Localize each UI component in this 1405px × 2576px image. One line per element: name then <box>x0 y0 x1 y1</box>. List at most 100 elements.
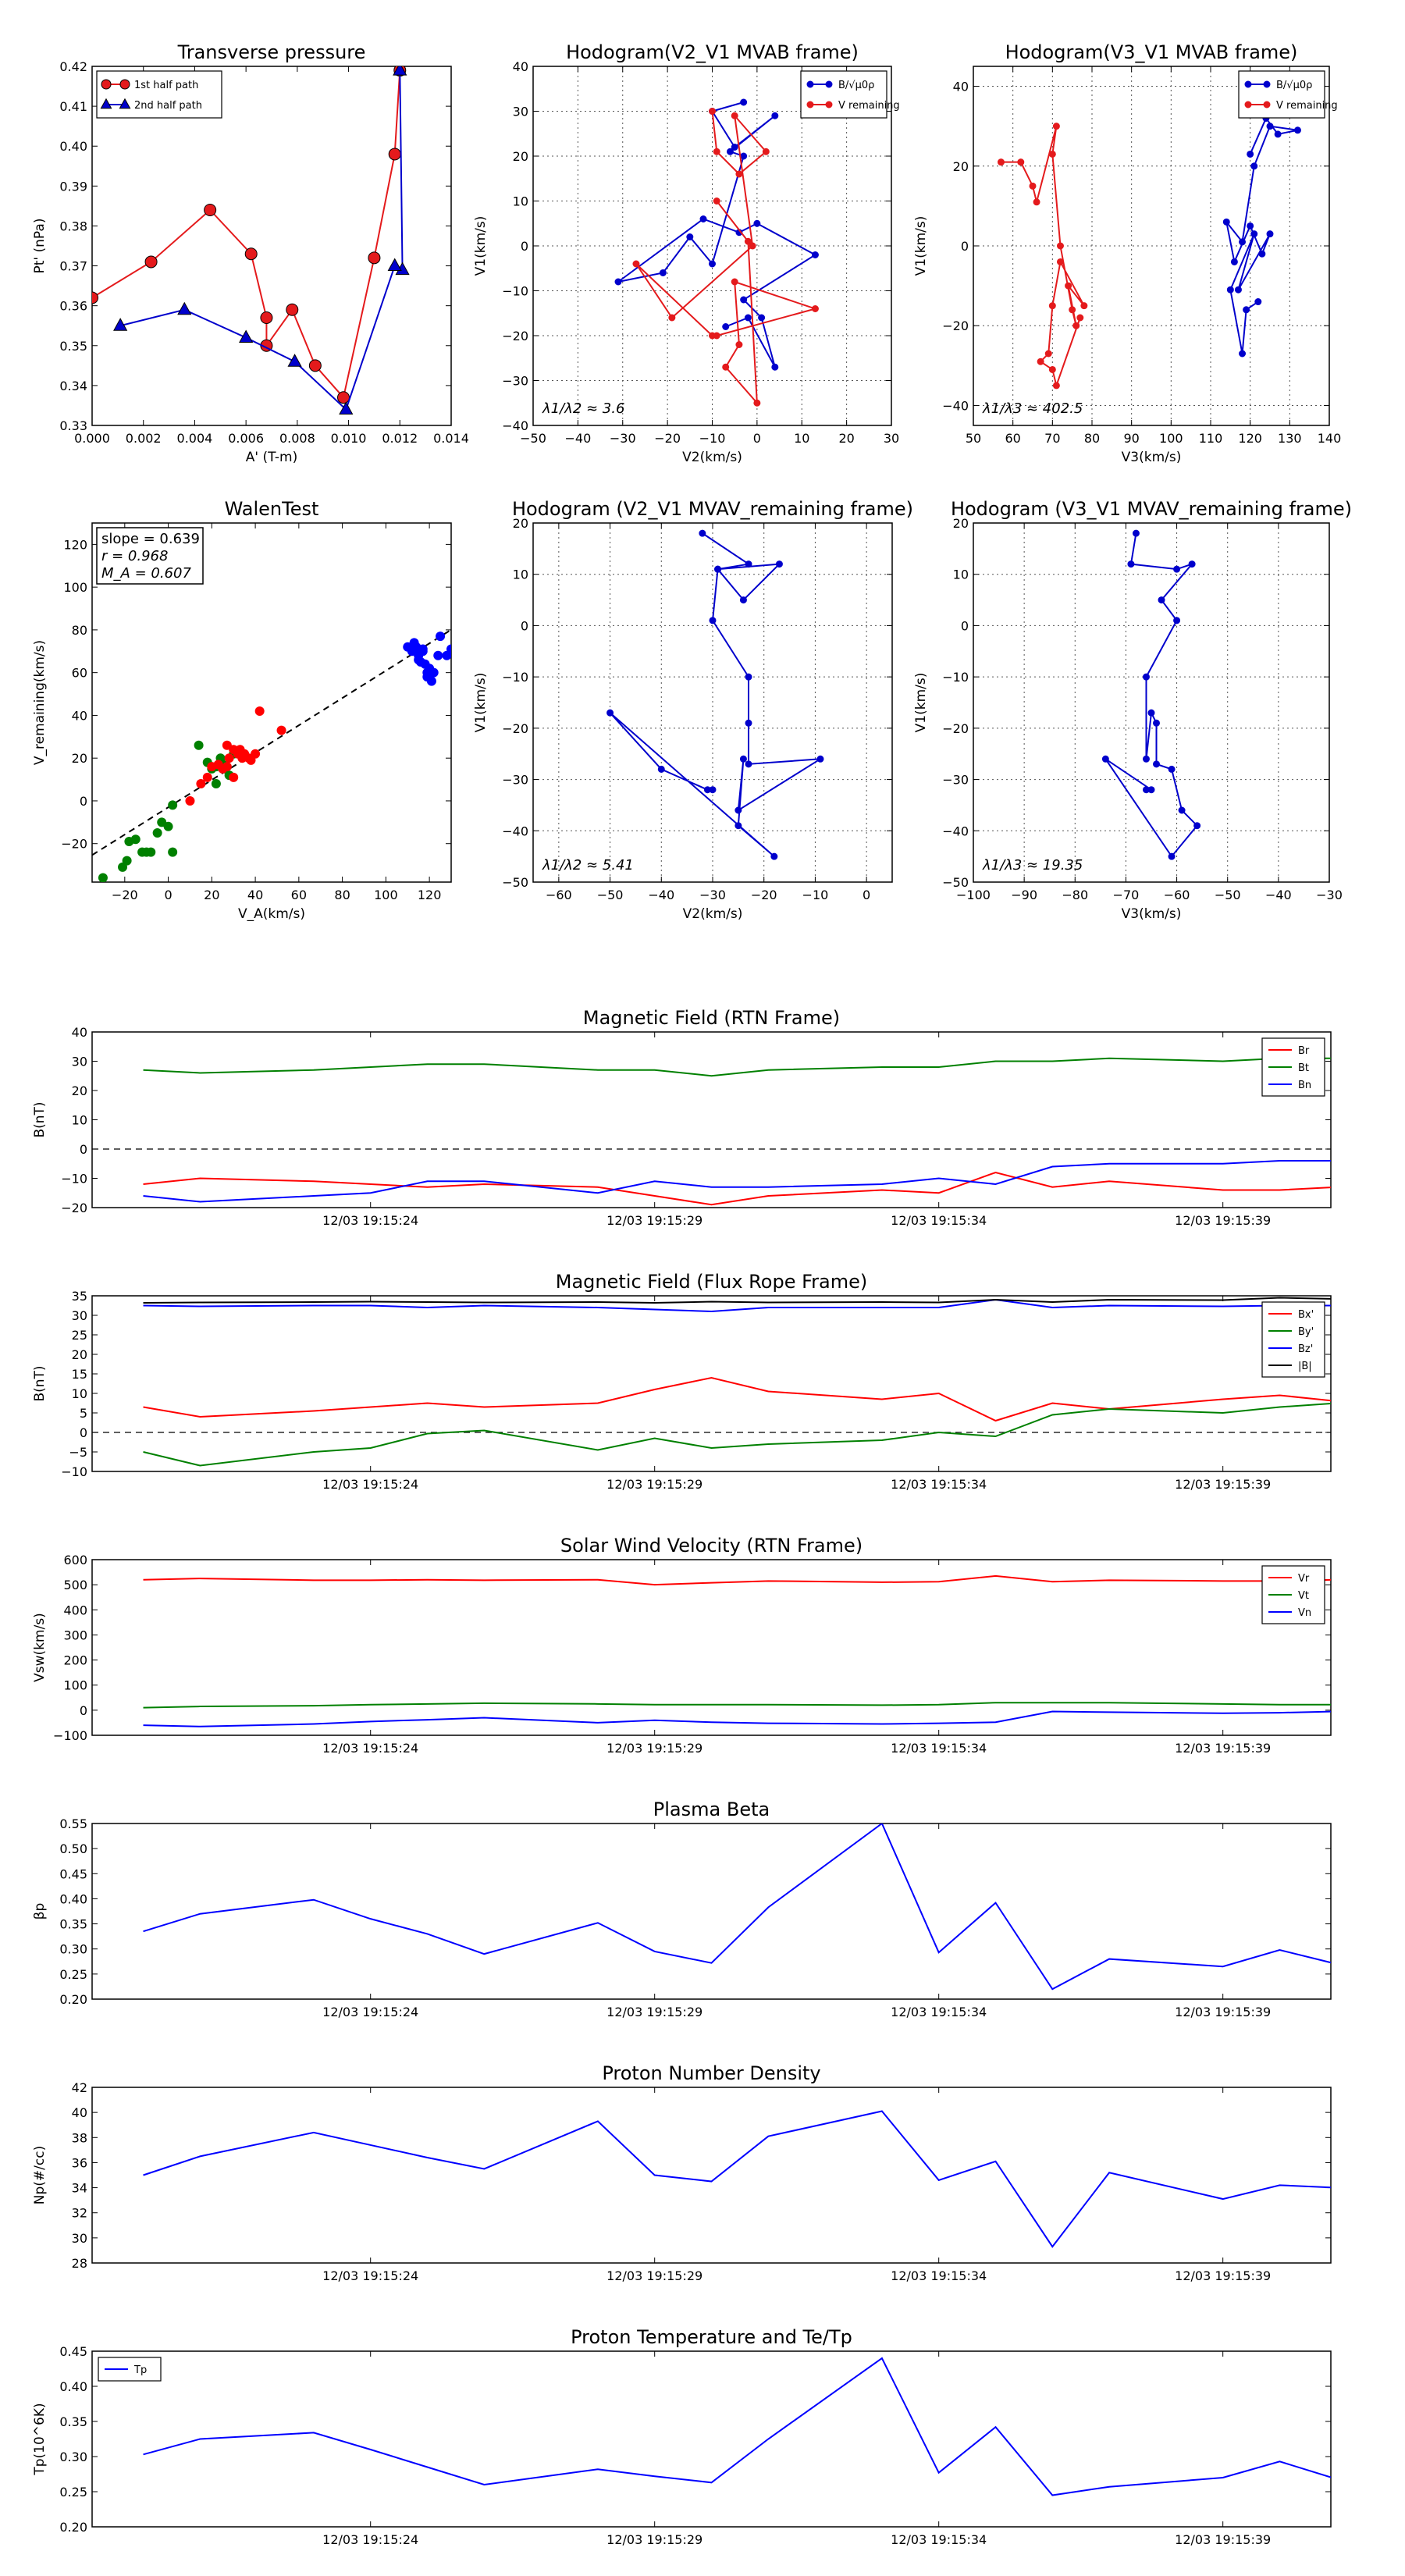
panel-title: Magnetic Field (Flux Rope Frame) <box>556 1271 867 1293</box>
data-point-1 <box>811 305 819 312</box>
legend-label: B/√μ0ρ <box>1276 80 1312 91</box>
x-tick-label: 0.002 <box>126 431 162 446</box>
panel-title: Proton Temperature and Te/Tp <box>571 2326 852 2348</box>
y-tick-label: 0 <box>80 1425 87 1440</box>
data-point-0 <box>1274 130 1282 138</box>
x-tick-label: 0.012 <box>382 431 418 446</box>
y-tick-label: −30 <box>502 773 528 788</box>
x-tick-label: 12/03 19:15:39 <box>1175 1477 1271 1492</box>
plot-area <box>1101 529 1201 860</box>
panel-title: Proton Number Density <box>602 2062 820 2084</box>
panel-title: Solar Wind Velocity (RTN Frame) <box>560 1535 863 1557</box>
x-tick-label: 50 <box>966 431 981 446</box>
scatter-point-red <box>224 753 234 763</box>
series-line-Bz' <box>143 1298 1331 1313</box>
legend-marker <box>825 80 833 88</box>
series-line-Bx' <box>143 1376 1331 1422</box>
chart-title: Hodogram (V3_V1 MVAV_remaining frame) <box>951 498 1352 520</box>
data-point-0 <box>657 765 665 773</box>
series-line-|B| <box>143 1297 1331 1304</box>
data-point-1 <box>1080 302 1088 310</box>
y-tick-label: 42 <box>72 2080 87 2095</box>
x-tick-label: 140 <box>1318 431 1342 446</box>
data-point-1 <box>1056 258 1064 265</box>
data-point-0 <box>1239 238 1247 246</box>
y-tick-label: −50 <box>502 875 528 890</box>
y-tick-label: 0.50 <box>59 1841 87 1856</box>
data-point-1 <box>744 237 752 245</box>
scatter-point-red <box>185 795 195 806</box>
data-point-0 <box>1247 222 1254 229</box>
data-point-0 <box>308 359 322 372</box>
data-point-1 <box>753 399 761 407</box>
plot-frame <box>91 66 452 426</box>
y-tick-label: 40 <box>513 59 528 74</box>
x-tick-label: −70 <box>1113 888 1140 902</box>
data-point-1 <box>1076 314 1084 322</box>
data-point-0 <box>1266 123 1274 130</box>
data-point-1 <box>762 148 770 155</box>
data-point-0 <box>1127 560 1135 568</box>
chart-1: −50 −40 −30 −20 −10 0 10 20 30−40−30−20−10010203… <box>473 41 900 465</box>
scatter-point-red <box>196 779 206 789</box>
data-point-0 <box>735 806 742 814</box>
y-tick-label: 0.40 <box>59 139 87 154</box>
x-tick-label: 12/03 19:15:34 <box>891 1213 987 1228</box>
legend-marker <box>806 101 814 109</box>
legend-box <box>96 70 222 119</box>
series-line-Np <box>143 2110 1331 2248</box>
chart-2: 50 60 70 80 90 100 110 120 130 140 −40 −20 0 20 40 Hodo… <box>913 41 1341 465</box>
x-tick-label: 120 <box>418 888 442 902</box>
plot-area <box>614 98 819 407</box>
x-tick-label: −20 <box>751 888 777 902</box>
y-tick-label: −30 <box>942 773 969 788</box>
scatter-point-green <box>168 800 178 810</box>
data-point-0 <box>740 152 748 160</box>
data-point-0 <box>753 219 761 227</box>
data-point-0 <box>1173 565 1181 573</box>
plot-area <box>92 628 451 882</box>
y-tick-label: −20 <box>942 721 969 736</box>
legend-label: B/√μ0ρ <box>838 80 874 91</box>
data-point-0 <box>1142 786 1150 794</box>
x-tick-label: 90 <box>1123 431 1139 446</box>
y-tick-label: 0.55 <box>59 1816 87 1831</box>
x-tick-label: 10 <box>794 431 809 446</box>
data-point-0 <box>722 323 730 330</box>
y-tick-label: 20 <box>953 159 969 174</box>
data-point-0 <box>745 560 752 568</box>
series-line-0 <box>92 70 401 400</box>
data-point-0 <box>1222 218 1230 226</box>
y-axis-label: Pt' (nPa) <box>32 219 48 274</box>
x-tick-label: −30 <box>1316 888 1343 902</box>
y-tick-label: 0.33 <box>59 418 87 433</box>
stats-box <box>96 527 204 585</box>
y-tick-label: 60 <box>72 666 87 681</box>
data-point-0 <box>714 565 722 573</box>
y-tick-label: 0.45 <box>59 1866 87 1881</box>
y-tick-label: 0 <box>80 1142 87 1157</box>
y-tick-label: 0.30 <box>59 2450 87 2464</box>
data-point-0 <box>1178 806 1186 814</box>
x-tick-label: −90 <box>1011 888 1037 902</box>
data-point-1 <box>735 341 743 348</box>
y-tick-label: 10 <box>513 194 528 209</box>
y-tick-label: 40 <box>953 80 969 94</box>
legend-box <box>800 70 887 119</box>
y-tick-label: 100 <box>63 580 87 595</box>
x-tick-label: 12/03 19:15:24 <box>322 1477 418 1492</box>
data-point-1 <box>735 170 743 178</box>
legend-label: Bt <box>1298 1062 1309 1074</box>
x-tick-label: 12/03 19:15:29 <box>606 2268 702 2283</box>
y-tick-label: 0.36 <box>59 299 87 314</box>
y-tick-label: 30 <box>72 1055 87 1069</box>
y-axis-label: V_remaining(km/s) <box>32 640 48 765</box>
plot-frame <box>91 1559 1332 1736</box>
legend-marker <box>1244 101 1252 109</box>
y-tick-label: 0.35 <box>59 2414 87 2429</box>
y-tick-label: 40 <box>72 1025 87 1040</box>
data-point-0 <box>709 786 717 794</box>
plot-frame <box>91 1295 1332 1472</box>
series-line-Br <box>143 1171 1331 1206</box>
data-point-0 <box>1142 755 1150 763</box>
